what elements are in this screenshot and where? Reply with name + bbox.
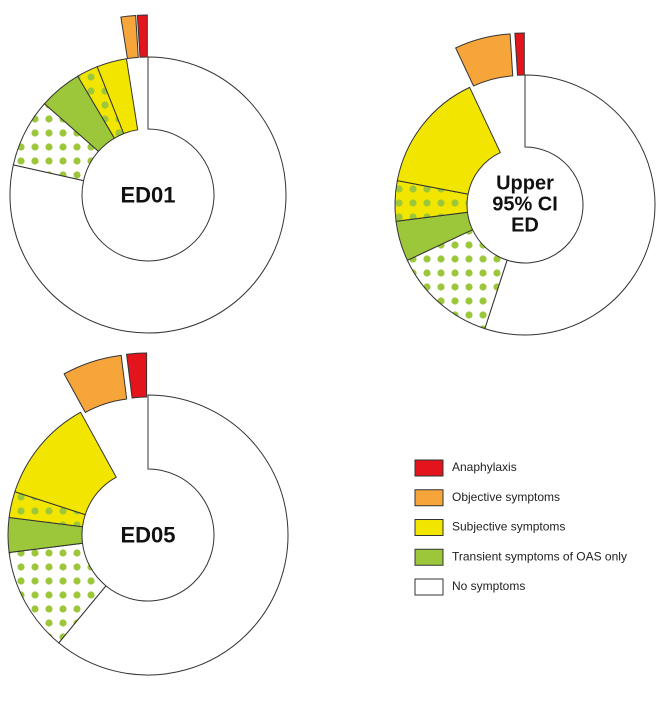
donut-segment: [96, 58, 139, 135]
donut-segment: [126, 352, 148, 399]
center-label: ED01: [120, 182, 176, 208]
legend-label: No symptoms: [452, 579, 525, 593]
legend-swatch: [414, 548, 444, 566]
legend-swatch: [414, 489, 444, 507]
legend-swatch: [414, 519, 444, 536]
center-label: Upper 95% CI ED: [492, 172, 558, 237]
donut-segment: [136, 14, 148, 58]
donut-segment: [514, 32, 525, 76]
legend-swatch: [414, 459, 444, 477]
donut-segment: [396, 86, 501, 195]
donut-segment: [63, 354, 128, 414]
donut-segment: [58, 394, 289, 676]
legend-label: Transient symptoms of OAS only: [452, 549, 627, 563]
legend-label: Subjective symptoms: [452, 520, 565, 534]
donut-segment: [484, 74, 656, 336]
center-label: ED05: [120, 522, 176, 548]
donut-segment: [14, 411, 117, 516]
legend-label: Anaphylaxis: [452, 460, 517, 474]
donut-segment: [454, 33, 514, 87]
donut-segment: [120, 14, 139, 60]
legend-label: Objective symptoms: [452, 490, 560, 504]
legend-swatch: [414, 578, 444, 596]
donut-segment: [9, 56, 287, 334]
